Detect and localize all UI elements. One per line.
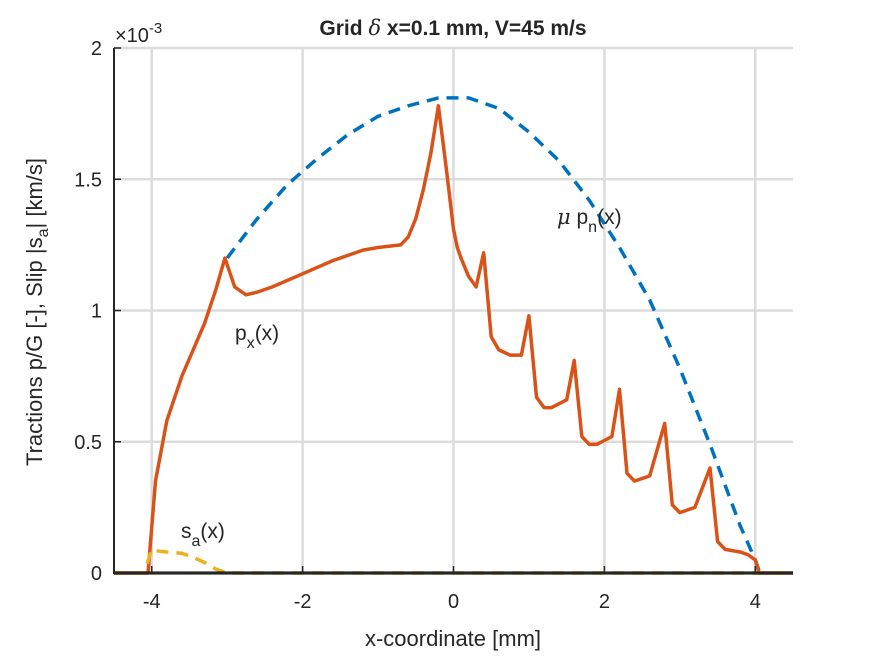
label-mu-pn-tail: (x) xyxy=(597,206,622,229)
tick-labels: -4 -2 0 2 4 0 0.5 1 1.5 2 xyxy=(74,38,761,613)
series-mu-pn-line xyxy=(225,96,762,574)
x-tick-label: 4 xyxy=(750,591,761,613)
x-tick-label: -4 xyxy=(143,591,161,613)
label-mu-symbol: μ xyxy=(557,205,571,229)
label-px-main: p xyxy=(235,322,247,345)
y-axis-label-sub: a xyxy=(35,228,52,237)
label-mu-pn-main: p xyxy=(571,206,589,229)
label-mu-pn-sub: n xyxy=(588,219,597,236)
x-tick-label: 0 xyxy=(448,591,459,613)
series-sa-line xyxy=(114,547,793,575)
label-mu-pn: μ pn(x) xyxy=(557,205,622,236)
label-sa: sa(x) xyxy=(181,520,225,550)
title-delta-symbol: δ xyxy=(368,16,381,40)
label-sa-main: s xyxy=(181,520,192,543)
chart-title: Grid δ x=0.1 mm, V=45 m/s xyxy=(319,16,586,40)
label-px: px(x) xyxy=(235,322,279,352)
y-exponent: ×10-3 xyxy=(115,20,162,47)
y-tick-label: 1 xyxy=(91,301,102,323)
x-tick-label: -2 xyxy=(294,591,312,613)
y-tick-label: 0 xyxy=(91,563,102,585)
series-px-line xyxy=(114,104,793,575)
title-pre: Grid xyxy=(319,17,368,40)
grid-lines xyxy=(114,46,793,575)
label-px-tail: (x) xyxy=(255,322,280,345)
label-px-sub: x xyxy=(247,335,255,352)
label-sa-tail: (x) xyxy=(200,520,225,543)
y-axis-label-main: Tractions p/G [-], Slip |s xyxy=(22,237,47,466)
y-axis-label: Tractions p/G [-], Slip |sa| [km/s] xyxy=(22,158,52,466)
y-tick-label: 0.5 xyxy=(74,432,102,454)
axes xyxy=(113,47,793,574)
y-axis-label-tail: | [km/s] xyxy=(22,158,47,229)
y-tick-label: 2 xyxy=(91,38,102,60)
title-post: x=0.1 mm, V=45 m/s xyxy=(381,17,586,40)
label-sa-sub: a xyxy=(192,533,201,550)
y-exponent-power: -3 xyxy=(149,20,162,37)
y-tick-label: 1.5 xyxy=(74,169,102,191)
x-axis-label: x-coordinate [mm] xyxy=(365,626,541,651)
x-tick-label: 2 xyxy=(599,591,610,613)
y-exponent-prefix: ×10 xyxy=(115,25,149,47)
